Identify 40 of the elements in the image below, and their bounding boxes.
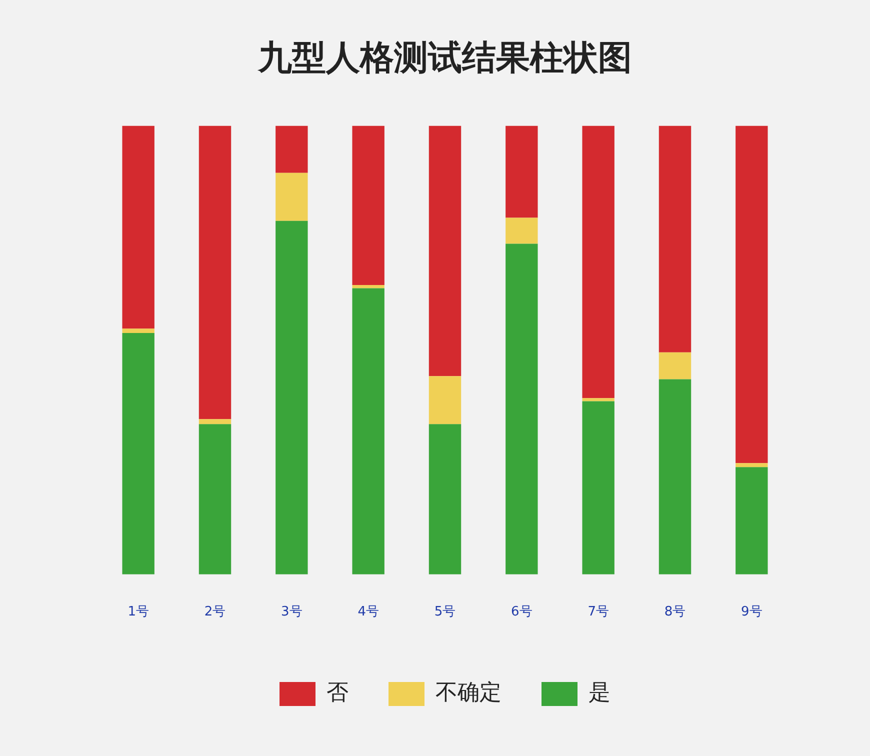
bar (198, 424, 232, 574)
bar (276, 126, 308, 173)
bar (276, 220, 308, 574)
legend-label: 是 (588, 680, 610, 706)
x-tick-label: 5号 (434, 604, 456, 620)
x-tick-label: 1号 (128, 604, 149, 620)
legend-label: 不确定 (436, 680, 502, 706)
bar (582, 398, 614, 402)
x-tick-label: 2号 (204, 604, 226, 620)
x-tick-label: 9号 (741, 604, 762, 620)
bar (352, 285, 384, 288)
bar (658, 352, 692, 380)
bar (198, 126, 232, 420)
bar (122, 126, 154, 329)
bar (658, 126, 692, 352)
bar (198, 419, 232, 424)
bar (428, 126, 462, 376)
bar (122, 333, 154, 574)
bar (352, 288, 384, 574)
x-tick-label: 7号 (588, 604, 609, 620)
legend-label: 否 (326, 680, 348, 706)
bar (582, 126, 614, 398)
x-tick-label: 3号 (281, 604, 302, 620)
bar (428, 376, 462, 424)
x-tick-label: 8号 (664, 604, 686, 620)
bar (736, 467, 768, 574)
bar (736, 126, 768, 464)
bar (506, 218, 538, 244)
bar (276, 172, 308, 221)
bar (122, 328, 154, 334)
x-tick-label: 6号 (511, 604, 532, 620)
chart-title: 九型人格测试结果柱状图 (257, 38, 632, 78)
bar (352, 126, 384, 286)
bar (736, 463, 768, 468)
bar (582, 401, 614, 574)
bar (506, 126, 538, 218)
bar (428, 424, 462, 574)
bar (658, 379, 692, 574)
x-tick-label: 4号 (358, 604, 379, 620)
bar (506, 244, 538, 574)
